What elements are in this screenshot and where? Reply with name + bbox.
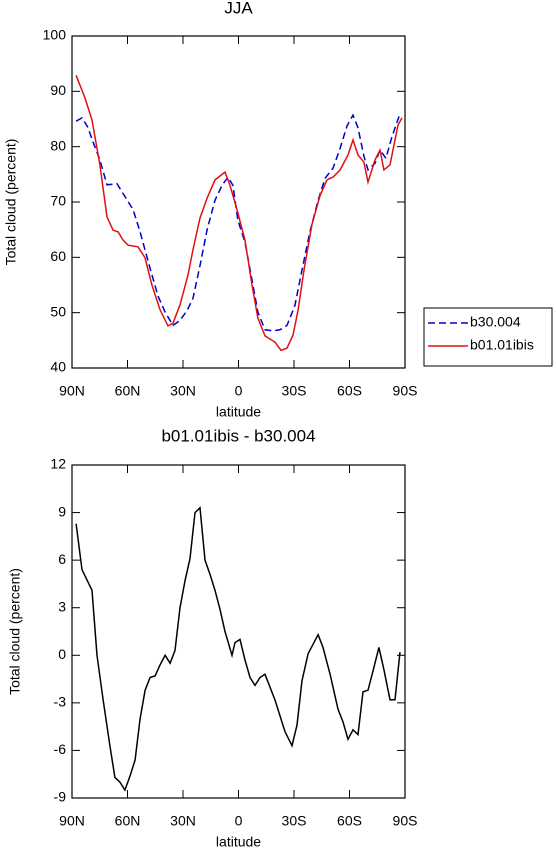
x-axis-label: latitude: [216, 404, 261, 420]
y-tick-label: 12: [50, 456, 66, 472]
y-tick-label: 100: [43, 27, 67, 43]
x-tick-label: 60S: [337, 813, 362, 829]
y-axis-label: Total cloud (percent): [3, 139, 19, 266]
x-tick-label: 90S: [393, 383, 418, 399]
x-tick-label: 90S: [393, 813, 418, 829]
y-tick-label: 6: [58, 551, 66, 567]
x-tick-label: 30S: [282, 813, 307, 829]
x-tick-label: 30S: [282, 383, 307, 399]
x-tick-label: 0: [235, 813, 243, 829]
legend-label: b01.01ibis: [470, 337, 534, 353]
x-tick-label: 90N: [59, 813, 85, 829]
x-tick-label: 60N: [115, 813, 141, 829]
series-line: [75, 113, 400, 332]
y-tick-label: 70: [50, 193, 66, 209]
x-tick-label: 60S: [337, 383, 362, 399]
x-tick-label: 90N: [59, 383, 85, 399]
y-tick-label: 40: [50, 359, 66, 375]
chart-title: JJA: [224, 0, 253, 17]
series-line: [75, 75, 403, 352]
chart-title: b01.01ibis - b30.004: [161, 426, 315, 445]
y-tick-label: 80: [50, 137, 66, 153]
y-tick-label: -9: [54, 789, 67, 805]
y-tick-label: 0: [58, 646, 66, 662]
x-tick-label: 30N: [170, 813, 196, 829]
y-tick-label: 60: [50, 248, 66, 264]
y-tick-label: 50: [50, 303, 66, 319]
legend-label: b30.004: [470, 314, 521, 330]
legend-box: [423, 307, 553, 367]
x-axis-label: latitude: [216, 834, 261, 850]
y-tick-label: 3: [58, 598, 66, 614]
x-tick-label: 60N: [115, 383, 141, 399]
y-tick-label: -6: [54, 741, 67, 757]
y-tick-label: 9: [58, 503, 66, 519]
series-line: [75, 506, 401, 792]
y-tick-label: -3: [54, 694, 67, 710]
y-axis-label: Total cloud (percent): [7, 568, 23, 695]
x-tick-label: 30N: [170, 383, 196, 399]
plot-frame: [71, 464, 406, 799]
y-tick-label: 90: [50, 82, 66, 98]
x-tick-label: 0: [235, 383, 243, 399]
plot-frame: [71, 35, 406, 369]
